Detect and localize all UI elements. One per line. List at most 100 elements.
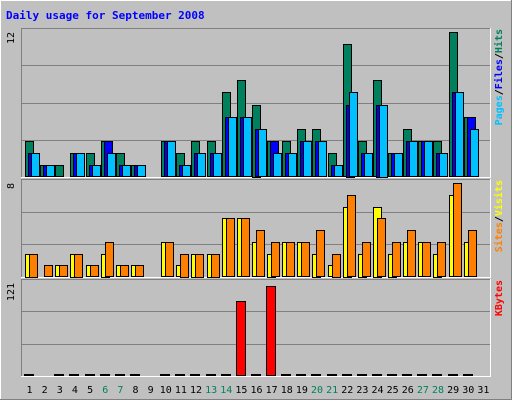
legend-pages: Pages <box>494 95 505 125</box>
bar-kbytes-day-25 <box>387 374 397 376</box>
bar-pages-day-30 <box>470 129 479 177</box>
panel-legend: KBytes <box>494 280 505 316</box>
day-label-28: 28 <box>432 385 444 396</box>
legend-sites: Sites <box>493 222 505 252</box>
bars-kbytes <box>24 286 473 376</box>
day-label-9: 9 <box>148 385 154 396</box>
day-label-26: 26 <box>402 385 414 396</box>
day-label-21: 21 <box>326 385 338 396</box>
bar-sites-day-4 <box>74 254 83 278</box>
bars-visits-sites <box>25 183 477 278</box>
bar-sites-day-27 <box>422 242 431 277</box>
bar-kbytes-day-1 <box>24 374 34 376</box>
day-label-11: 11 <box>175 385 187 396</box>
bar-kbytes-day-27 <box>417 374 427 376</box>
bar-kbytes-day-22 <box>342 374 352 376</box>
day-label-23: 23 <box>356 385 368 396</box>
bar-kbytes-day-26 <box>402 374 412 376</box>
bar-sites-day-20 <box>316 230 325 277</box>
bar-pages-day-29 <box>455 92 464 177</box>
day-label-25: 25 <box>387 385 399 396</box>
bar-pages-day-1 <box>31 153 40 177</box>
day-label-12: 12 <box>190 385 202 396</box>
bar-kbytes-day-18 <box>281 374 291 376</box>
day-label-1: 1 <box>27 385 33 396</box>
day-label-17: 17 <box>266 385 278 396</box>
bar-pages-day-11 <box>182 165 191 177</box>
bar-pages-day-26 <box>409 141 418 177</box>
bar-pages-day-4 <box>76 153 85 177</box>
bar-sites-day-22 <box>347 195 356 277</box>
bar-pages-day-18 <box>288 153 297 177</box>
day-label-10: 10 <box>160 385 172 396</box>
bar-kbytes-day-19 <box>296 374 306 376</box>
bar-sites-day-19 <box>301 242 310 277</box>
bar-pages-day-24 <box>379 105 388 178</box>
bar-pages-day-23 <box>364 153 373 177</box>
legend-visits: Visits <box>493 180 505 216</box>
bar-sites-day-29 <box>453 183 462 277</box>
bar-pages-day-15 <box>243 117 252 177</box>
panel-visits-sites: 8 Sites/Visits <box>6 179 505 278</box>
day-label-18: 18 <box>281 385 293 396</box>
bars-hits-files-pages <box>25 32 479 178</box>
bar-sites-day-28 <box>437 242 446 277</box>
bar-kbytes-day-3 <box>54 374 64 376</box>
legend-separator: / <box>494 89 505 95</box>
bar-kbytes-day-12 <box>190 374 200 376</box>
bar-pages-day-10 <box>167 141 176 177</box>
bar-kbytes-day-30 <box>463 374 473 376</box>
bar-sites-day-7 <box>120 265 129 277</box>
bar-sites-day-30 <box>468 230 477 277</box>
day-label-19: 19 <box>296 385 308 396</box>
day-label-3: 3 <box>57 385 63 396</box>
bar-sites-day-17 <box>271 242 280 277</box>
bar-pages-day-22 <box>349 92 358 177</box>
bar-kbytes-day-6 <box>100 374 110 376</box>
bar-sites-day-13 <box>211 254 220 278</box>
bar-pages-day-14 <box>228 117 237 177</box>
bar-kbytes-day-21 <box>327 374 337 376</box>
bar-sites-day-16 <box>256 230 265 277</box>
bar-pages-day-25 <box>394 153 403 177</box>
day-label-6: 6 <box>102 385 108 396</box>
x-axis-day-labels: 1 2 3 4 5 6 7 8 9 10 11 12 13 14 15 16 17 18 19 20 21 22 23 24 2… <box>27 385 490 396</box>
panel-legend: Sites/Visits <box>493 180 505 252</box>
bar-sites-day-26 <box>407 230 416 277</box>
bar-pages-day-5 <box>92 165 101 177</box>
bar-kbytes-day-15 <box>236 301 246 376</box>
bar-kbytes-day-28 <box>432 374 442 376</box>
bar-sites-day-10 <box>165 242 174 277</box>
bar-kbytes-day-24 <box>372 374 382 376</box>
day-label-14: 14 <box>220 385 232 396</box>
bar-kbytes-day-20 <box>311 374 321 376</box>
legend-hits: Hits <box>493 29 505 53</box>
bar-sites-day-3 <box>59 265 68 277</box>
day-label-13: 13 <box>205 385 217 396</box>
bar-hits-day-3 <box>55 165 64 177</box>
bar-kbytes-day-23 <box>357 374 367 376</box>
bar-pages-day-13 <box>213 153 222 177</box>
bar-kbytes-day-29 <box>448 374 458 376</box>
day-label-5: 5 <box>87 385 93 396</box>
bar-sites-day-12 <box>195 254 204 278</box>
day-label-24: 24 <box>372 385 384 396</box>
bar-pages-day-19 <box>303 141 312 177</box>
bar-kbytes-day-11 <box>175 374 185 376</box>
day-label-22: 22 <box>341 385 353 396</box>
bar-pages-day-20 <box>318 141 327 177</box>
bar-pages-day-8 <box>137 165 146 177</box>
day-label-30: 30 <box>462 385 474 396</box>
bar-pages-day-28 <box>439 153 448 177</box>
bar-sites-day-2 <box>44 265 53 277</box>
legend-kbytes: KBytes <box>494 280 505 316</box>
panel-kbytes: 121 KBytes <box>6 279 505 377</box>
bar-sites-day-8 <box>135 265 144 277</box>
legend-separator: / <box>494 216 505 222</box>
bar-sites-day-11 <box>180 254 189 278</box>
legend-files: Files <box>493 59 505 89</box>
day-label-20: 20 <box>311 385 323 396</box>
